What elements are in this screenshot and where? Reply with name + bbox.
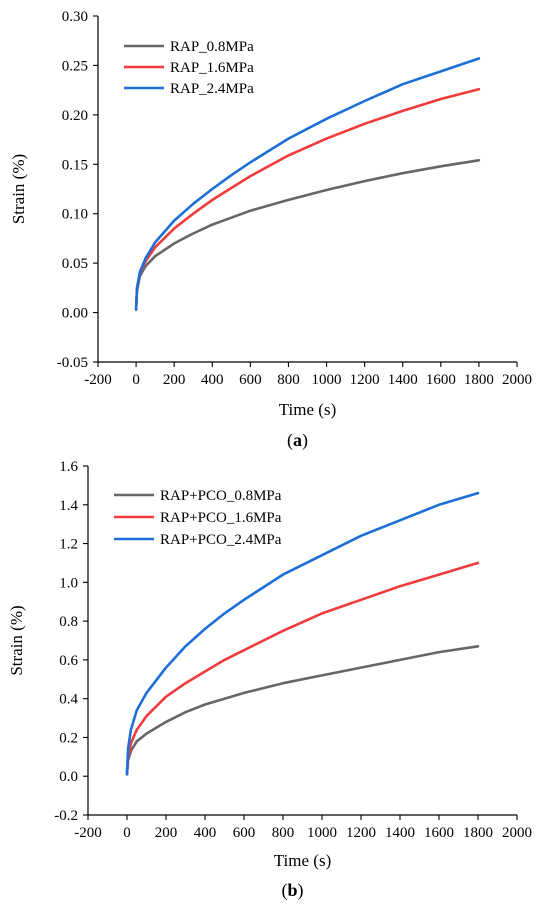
x-tick-label: 800	[272, 825, 295, 841]
y-tick-label: 0.2	[59, 730, 78, 746]
x-tick-label: 1600	[426, 372, 456, 388]
x-tick-label: 1800	[464, 372, 494, 388]
x-tick-label: 2000	[502, 825, 532, 841]
x-tick-label: 1200	[346, 825, 376, 841]
legend-label-2: RAP+PCO_1.6MPa	[160, 510, 282, 526]
x-tick-label: 0	[123, 825, 131, 841]
x-tick-label: 600	[233, 825, 256, 841]
y-tick-label: 1.4	[59, 498, 78, 514]
x-tick-label: 200	[155, 825, 178, 841]
x-tick-label: -200	[74, 825, 102, 841]
y-axis-label: Strain (%)	[9, 154, 28, 224]
y-tick-label: 1.6	[59, 459, 78, 475]
x-tick-label: 400	[201, 372, 224, 388]
y-tick-label: 0.05	[62, 256, 88, 272]
series-line-1	[125, 645, 480, 776]
x-tick-label: 1600	[424, 825, 454, 841]
x-tick-label: -200	[84, 372, 112, 388]
x-tick-label: 1000	[307, 825, 337, 841]
x-tick-label: 1800	[463, 825, 493, 841]
y-tick-label: 0.8	[59, 614, 78, 630]
y-axis-label: Strain (%)	[7, 605, 26, 675]
y-tick-label: 0.6	[59, 653, 78, 669]
legend-label-3: RAP+PCO_2.4MPa	[160, 532, 282, 548]
legend-label-2: RAP_1.6MPa	[170, 60, 254, 76]
x-tick-label: 200	[163, 372, 186, 388]
axes-frame	[87, 466, 517, 816]
series-line-2	[125, 561, 480, 776]
y-tick-label: 1.2	[59, 537, 78, 553]
x-axis-label: Time (s)	[274, 851, 331, 870]
x-axis-label: Time (s)	[279, 400, 336, 419]
y-tick-label: 0.15	[62, 157, 88, 173]
x-tick-label: 800	[277, 372, 300, 388]
chart-panel-b: -200 0 200 400 600 800 1000 1200 1400 1600 1800 200…	[7, 459, 532, 901]
x-tick-label: 1000	[312, 372, 342, 388]
x-tick-label: 1200	[350, 372, 380, 388]
legend-label-1: RAP+PCO_0.8MPa	[160, 488, 282, 504]
y-tick-label: 1.0	[59, 575, 78, 591]
x-tick-label: 600	[239, 372, 262, 388]
series-line-3	[125, 491, 480, 776]
x-tick-label: 1400	[388, 372, 418, 388]
y-tick-label: 0.20	[62, 108, 88, 124]
y-tick-label: 0.30	[62, 9, 88, 25]
y-tick-label: 0.00	[62, 306, 88, 322]
series-line-2	[134, 87, 481, 311]
y-tick-label: 0.25	[62, 58, 88, 74]
x-tick-label: 2000	[502, 372, 532, 388]
panel-caption: (b)	[281, 880, 303, 901]
panel-caption: (a)	[287, 430, 308, 451]
chart-panel-a: -200 0 200 400 600 800 1000 1200 1400 1600 1800 200…	[9, 9, 532, 451]
y-tick-label: 0.4	[59, 692, 78, 708]
series-line-3	[134, 57, 481, 311]
y-tick-label: -0.05	[57, 355, 88, 371]
legend-label-3: RAP_2.4MPa	[170, 81, 254, 97]
series-line-1	[134, 159, 481, 311]
y-tick-label: -0.2	[54, 808, 78, 824]
legend-label-1: RAP_0.8MPa	[170, 39, 254, 55]
y-tick-label: 0.0	[59, 769, 78, 785]
x-tick-label: 1400	[385, 825, 415, 841]
y-tick-label: 0.10	[62, 207, 88, 223]
x-tick-label: 0	[132, 372, 140, 388]
x-tick-label: 400	[194, 825, 217, 841]
